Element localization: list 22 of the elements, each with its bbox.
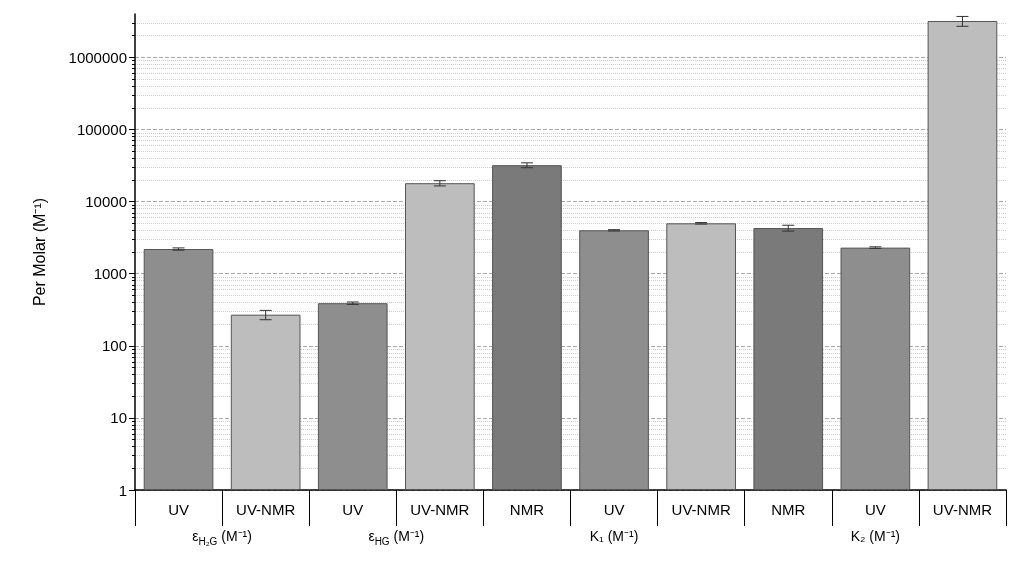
x-tick-label: UV-NMR	[410, 501, 470, 518]
y-tick-label: 100	[101, 337, 127, 355]
x-tick-label: UV	[168, 501, 189, 518]
text: K₂ (M⁻¹)	[849, 527, 901, 545]
x-tick-label: UV-NMR	[671, 501, 731, 518]
y-tick-label: 1000000	[68, 48, 127, 66]
y-axis-title: Per Molar (M⁻¹)	[30, 197, 48, 307]
x-tick-label: UV	[864, 501, 886, 518]
y-tick-label: 10000	[85, 193, 127, 211]
x-tick-label: UV	[603, 501, 625, 518]
x-tick-label: UV	[342, 501, 364, 518]
x-tick-label: UV-NMR	[932, 501, 993, 518]
y-tick-label: 100000	[76, 121, 127, 139]
y-tick-label: 1000	[93, 265, 127, 283]
y-tick-label: 1	[118, 481, 127, 499]
x-tick-label: NMR	[771, 501, 806, 518]
y-tick-label: 10	[110, 409, 127, 427]
text: ε$_{H₂G}$ (M⁻¹)	[191, 527, 253, 547]
text: ε$_{HG}$ (M⁻¹)	[367, 527, 426, 547]
text: K₁ (M⁻¹)	[588, 527, 640, 545]
x-tick-label: UV-NMR	[236, 501, 296, 518]
x-tick-label: NMR	[509, 501, 545, 518]
